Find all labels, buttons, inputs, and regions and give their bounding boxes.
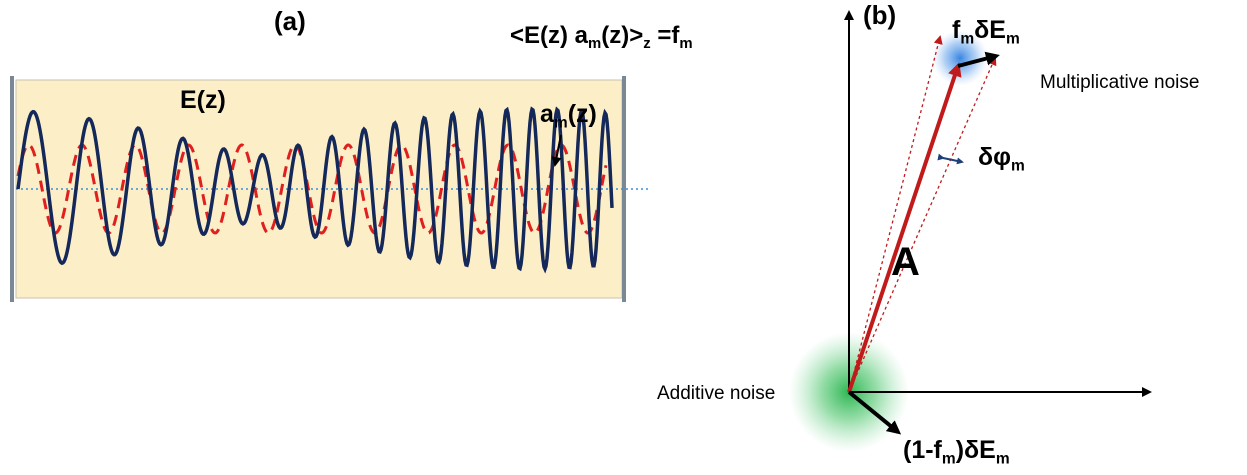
panel-b-label: (b) [863,0,897,30]
mode-label: am(z) [540,100,597,132]
multiplicative-noise-glow [932,30,988,86]
additive-noise-label: Additive noise [657,383,776,404]
multiplicative-vector-label: fmδEm [952,16,1020,48]
multiplicative-noise-label: Multiplicative noise [1040,72,1200,93]
phase-bound-left [848,35,943,393]
phase-arc [937,153,964,165]
overlap-equation: <E(z) am(z)>z =fm [510,22,693,53]
phase-label: δφm [978,143,1025,175]
phase-bound-right [848,56,997,393]
additive-vector-label: (1-fm)δEm [903,436,1010,468]
panel-a-label: (a) [274,6,306,36]
mode-curve [16,143,608,235]
field-curve [16,106,614,274]
field-label: E(z) [180,86,226,114]
mode-pointer-arrow [551,134,562,167]
additive-vector [847,390,902,435]
signal-vector-A [847,62,962,393]
multiplicative-vector [957,51,1000,68]
vector-A-label: A [891,240,920,284]
